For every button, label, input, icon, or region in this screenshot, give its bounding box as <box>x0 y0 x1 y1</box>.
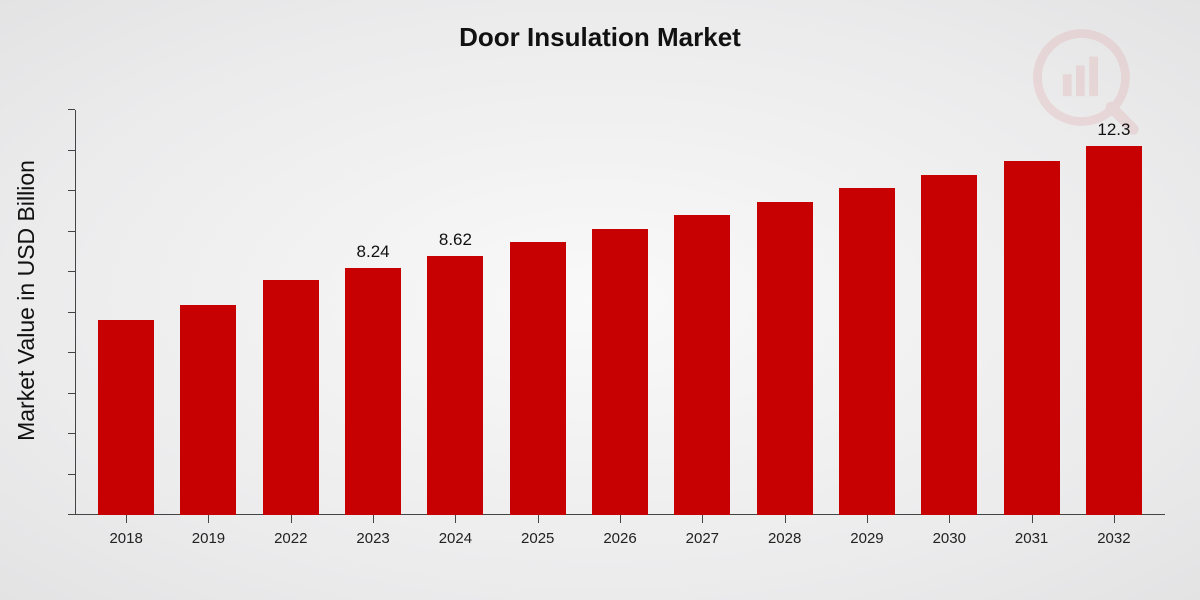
bar-slot: 12.32032 <box>1073 110 1155 515</box>
bar <box>674 215 730 515</box>
bar <box>921 175 977 516</box>
bar <box>592 229 648 516</box>
bar-slot: 8.242023 <box>332 110 414 515</box>
x-axis-tick-label: 2018 <box>109 530 142 547</box>
x-tick <box>785 515 786 523</box>
y-tick <box>68 393 75 394</box>
y-tick <box>68 352 75 353</box>
x-axis-tick-label: 2029 <box>850 530 883 547</box>
bar-slot: 2028 <box>744 110 826 515</box>
x-tick <box>620 515 621 523</box>
x-tick <box>1114 515 1115 523</box>
x-tick <box>208 515 209 523</box>
bar-slot: 2019 <box>167 110 249 515</box>
x-axis-tick-label: 2030 <box>933 530 966 547</box>
y-axis-label-wrap: Market Value in USD Billion <box>6 0 46 600</box>
bar <box>1004 161 1060 515</box>
x-axis-tick-label: 2027 <box>686 530 719 547</box>
bar <box>98 320 154 515</box>
bar-value-label: 12.3 <box>1097 120 1130 140</box>
bar <box>839 188 895 515</box>
y-axis-label: Market Value in USD Billion <box>13 160 40 441</box>
y-tick <box>68 312 75 313</box>
bar-value-label: 8.24 <box>357 242 390 262</box>
x-tick <box>455 515 456 523</box>
bar-slot: 2018 <box>85 110 167 515</box>
y-tick <box>68 514 75 515</box>
x-axis-tick-label: 2019 <box>192 530 225 547</box>
x-tick <box>702 515 703 523</box>
x-axis-tick-label: 2032 <box>1097 530 1130 547</box>
x-tick <box>1032 515 1033 523</box>
x-axis-tick-label: 2024 <box>439 530 472 547</box>
x-tick <box>867 515 868 523</box>
x-tick <box>373 515 374 523</box>
bar-slot: 2030 <box>908 110 990 515</box>
x-tick <box>291 515 292 523</box>
bar <box>510 242 566 515</box>
y-tick <box>68 271 75 272</box>
y-tick <box>68 109 75 110</box>
x-tick <box>949 515 950 523</box>
bar-slot: 8.622024 <box>414 110 496 515</box>
x-tick <box>538 515 539 523</box>
bar-slot: 2029 <box>826 110 908 515</box>
y-tick <box>68 433 75 434</box>
bar-slot: 2025 <box>497 110 579 515</box>
bars-container: 2018201920228.2420238.622024202520262027… <box>75 110 1165 515</box>
bar <box>180 305 236 515</box>
bar-slot: 2022 <box>250 110 332 515</box>
bar-value-label: 8.62 <box>439 230 472 250</box>
y-tick <box>68 150 75 151</box>
bar-slot: 2026 <box>579 110 661 515</box>
x-axis-tick-label: 2022 <box>274 530 307 547</box>
x-axis-tick-label: 2023 <box>356 530 389 547</box>
x-axis-tick-label: 2031 <box>1015 530 1048 547</box>
chart-plot-area: 2018201920228.2420238.622024202520262027… <box>75 110 1165 545</box>
bar <box>427 256 483 515</box>
bar <box>345 268 401 515</box>
y-tick <box>68 190 75 191</box>
chart-title: Door Insulation Market <box>0 22 1200 53</box>
bar-slot: 2031 <box>990 110 1072 515</box>
bar <box>1086 146 1142 515</box>
x-axis-tick-label: 2028 <box>768 530 801 547</box>
x-axis-tick-label: 2026 <box>603 530 636 547</box>
y-tick <box>68 474 75 475</box>
bar <box>757 202 813 516</box>
bar <box>263 280 319 516</box>
x-tick <box>126 515 127 523</box>
y-tick <box>68 231 75 232</box>
bar-slot: 2027 <box>661 110 743 515</box>
x-axis-tick-label: 2025 <box>521 530 554 547</box>
